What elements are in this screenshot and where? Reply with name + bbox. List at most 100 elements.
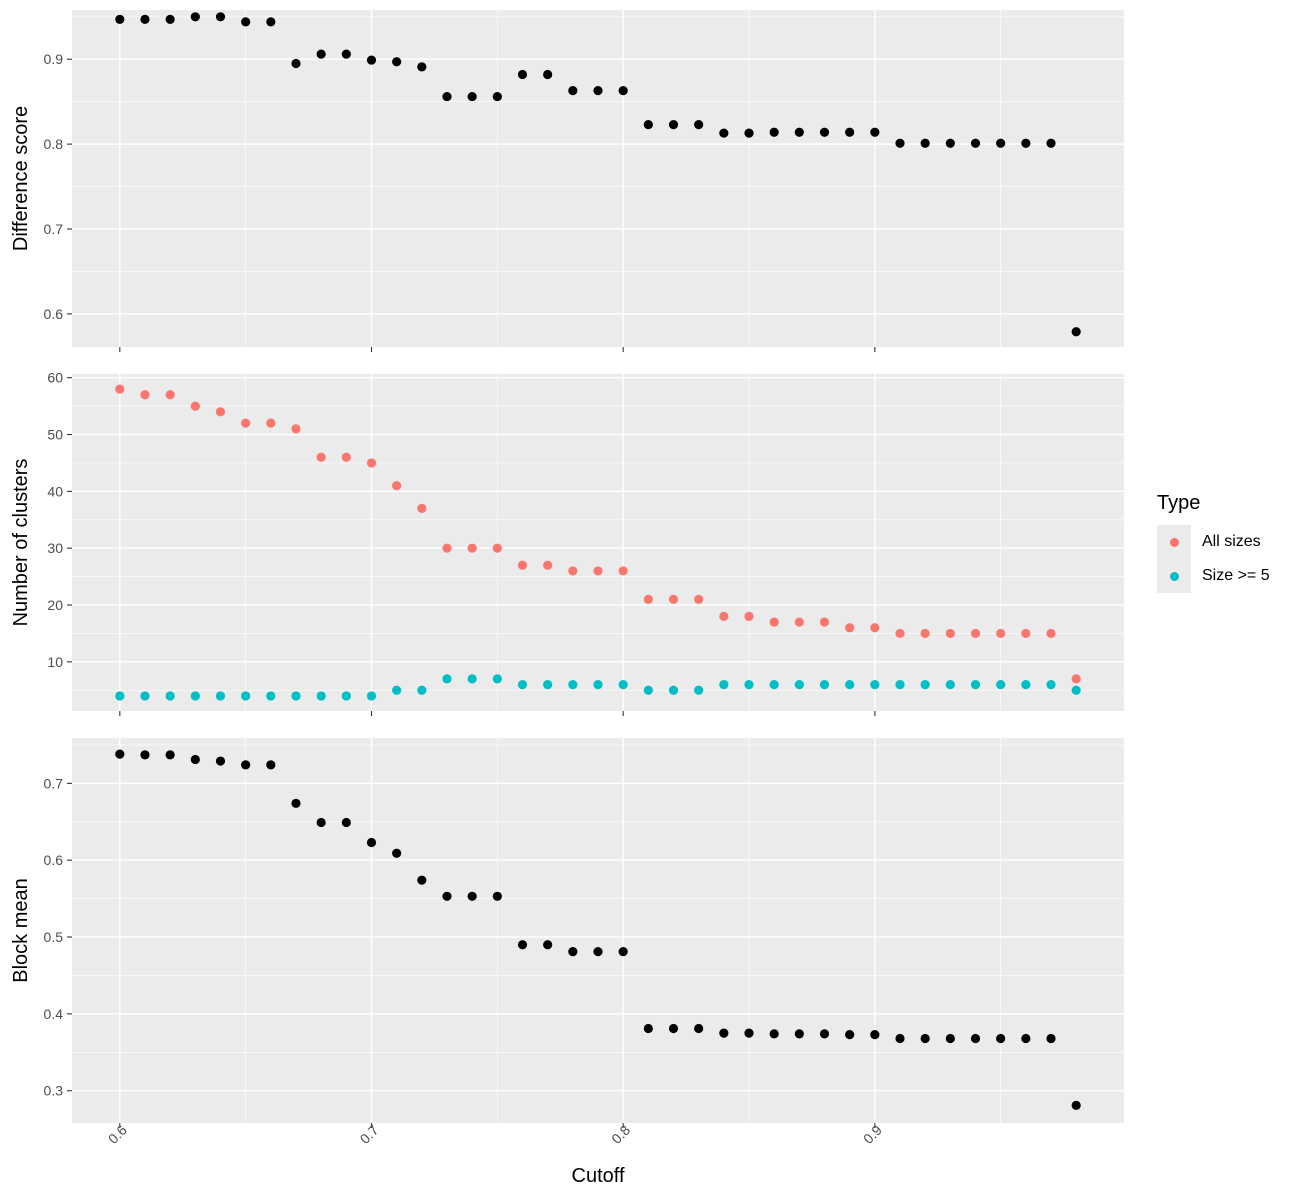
data-point: [593, 566, 603, 576]
data-point: [996, 628, 1006, 639]
data-point: [1046, 679, 1056, 690]
data-point: [819, 679, 830, 690]
y-tick-label: 60: [47, 370, 63, 386]
data-point: [694, 119, 704, 130]
data-point: [543, 940, 553, 950]
data-point: [719, 611, 729, 621]
panel-background: [72, 374, 1124, 711]
data-point: [945, 628, 955, 639]
data-point: [593, 947, 603, 957]
data-point: [694, 685, 704, 695]
data-point: [643, 685, 653, 695]
legend-item-size-ge-5: Size >= 5: [1157, 559, 1297, 593]
data-point: [467, 891, 477, 901]
data-point: [316, 49, 326, 59]
data-point: [392, 481, 402, 491]
data-point: [442, 891, 452, 901]
data-point: [190, 754, 200, 765]
y-tick-label: 10: [47, 654, 63, 670]
data-point: [215, 12, 226, 22]
data-point: [291, 58, 301, 69]
data-point: [266, 418, 276, 428]
legend-key: [1157, 525, 1191, 559]
data-point: [744, 679, 754, 690]
panel-background: [72, 738, 1124, 1123]
data-point: [291, 798, 301, 808]
data-point: [719, 679, 729, 690]
data-point: [392, 57, 402, 67]
data-point: [1046, 138, 1056, 148]
data-point: [769, 127, 779, 137]
data-point: [819, 1029, 830, 1039]
data-point: [845, 679, 855, 690]
data-point: [694, 1023, 704, 1034]
data-point: [165, 14, 175, 24]
y-tick-label: 0.6: [44, 852, 64, 868]
data-point: [996, 138, 1006, 148]
data-point: [140, 390, 150, 400]
x-tick-label: 0.9: [860, 1122, 885, 1147]
data-point: [618, 947, 628, 957]
data-point: [845, 1030, 855, 1040]
data-point: [241, 418, 251, 428]
data-point: [341, 691, 351, 701]
data-point: [1021, 138, 1031, 148]
legend-item-all-sizes: All sizes: [1157, 525, 1297, 559]
data-point: [1071, 1100, 1081, 1110]
data-point: [417, 685, 427, 695]
data-point: [165, 691, 175, 701]
data-point: [517, 679, 528, 690]
data-point: [417, 875, 427, 885]
data-point: [241, 760, 251, 770]
data-point: [442, 674, 452, 684]
data-point: [366, 837, 377, 848]
y-axis-title: Difference score: [10, 106, 32, 251]
data-point: [643, 594, 653, 604]
data-point: [618, 679, 628, 690]
data-point: [744, 128, 754, 138]
data-point: [190, 691, 200, 701]
data-point: [291, 691, 301, 701]
data-point: [266, 760, 276, 770]
legend: Type All sizes Size >= 5: [1157, 491, 1297, 593]
y-axis-title: Number of clusters: [10, 459, 32, 627]
data-point: [996, 679, 1006, 690]
data-point: [945, 138, 955, 148]
data-point: [543, 560, 553, 570]
panel-background: [72, 10, 1124, 347]
data-point: [870, 623, 880, 633]
y-tick-label: 0.6: [44, 306, 64, 322]
data-point: [719, 128, 729, 138]
data-point: [744, 611, 754, 621]
data-point: [241, 691, 251, 701]
data-point: [668, 1023, 679, 1034]
data-point: [920, 1033, 930, 1044]
data-point: [1021, 679, 1031, 690]
y-tick-label: 0.7: [44, 775, 64, 791]
legend-label: All sizes: [1202, 533, 1261, 550]
data-point: [517, 69, 528, 80]
data-point: [1046, 628, 1056, 639]
data-point: [492, 674, 502, 684]
data-point: [165, 750, 175, 760]
data-point: [392, 848, 402, 858]
data-point: [190, 401, 200, 411]
data-point: [568, 679, 578, 690]
data-point: [593, 679, 603, 690]
data-point: [543, 679, 553, 690]
data-point: [316, 452, 326, 462]
data-point: [115, 749, 125, 759]
data-point: [417, 62, 427, 72]
data-point: [543, 69, 553, 80]
x-tick-label: 0.7: [357, 1122, 382, 1147]
data-point: [266, 691, 276, 701]
legend-title: Type: [1157, 492, 1201, 514]
data-point: [618, 86, 628, 96]
data-point: [115, 14, 125, 24]
data-point: [517, 560, 528, 570]
data-point: [442, 543, 452, 553]
data-point: [895, 679, 905, 690]
data-point: [920, 679, 930, 690]
y-tick-label: 0.4: [44, 1006, 64, 1022]
data-point: [291, 424, 301, 434]
